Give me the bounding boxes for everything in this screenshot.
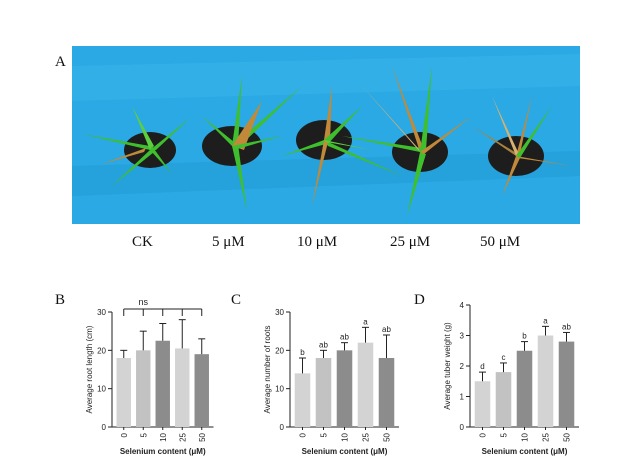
- y-tick-label: 30: [275, 308, 284, 317]
- x-axis-label: Selenium content (μM): [120, 447, 206, 456]
- y-axis-label: Average tuber weight (g): [443, 322, 452, 410]
- significance-letter: ab: [382, 325, 391, 334]
- significance-letter: c: [502, 353, 506, 362]
- x-tick-label: 50: [383, 432, 392, 441]
- x-tick-label: 0: [299, 432, 308, 437]
- photo-label-5um: 5 μM: [212, 234, 245, 250]
- photo-label-50um: 50 μM: [480, 234, 521, 250]
- bar: [336, 350, 353, 427]
- significance-letter: ab: [340, 333, 349, 342]
- y-tick-label: 2: [460, 362, 465, 371]
- panel-a-letter: A: [55, 54, 66, 70]
- x-tick-label: 10: [341, 432, 350, 441]
- x-tick-label: 10: [521, 432, 530, 441]
- y-axis-label: Average number of roots: [263, 326, 272, 414]
- photo-label-ck: CK: [132, 234, 153, 250]
- bar: [116, 358, 131, 427]
- significance-letter: d: [480, 362, 484, 371]
- photo-label-10um: 10 μM: [297, 234, 338, 250]
- x-tick-label: 0: [479, 432, 488, 437]
- plant-50um: [472, 96, 572, 196]
- significance-letter: ab: [319, 340, 328, 349]
- y-tick-label: 20: [97, 346, 106, 355]
- y-tick-label: 0: [102, 423, 107, 432]
- bar: [175, 348, 190, 427]
- plant-10um: [282, 86, 402, 206]
- x-tick-label: 10: [159, 432, 168, 441]
- y-tick-label: 3: [460, 332, 465, 341]
- bar: [136, 350, 151, 427]
- y-tick-label: 4: [460, 301, 465, 310]
- bar: [155, 340, 170, 427]
- bar: [474, 381, 491, 427]
- x-tick-label: 25: [178, 432, 187, 441]
- y-tick-label: 30: [97, 308, 106, 317]
- bar: [357, 342, 374, 427]
- y-tick-label: 1: [460, 393, 465, 402]
- bar: [537, 335, 554, 427]
- significance-letter: b: [522, 332, 527, 341]
- x-tick-label: 5: [320, 432, 329, 437]
- plant-ck: [82, 106, 190, 186]
- photo-label-25um: 25 μM: [390, 234, 431, 250]
- y-tick-label: 20: [275, 346, 284, 355]
- bar: [294, 373, 311, 427]
- x-tick-label: 0: [120, 432, 129, 437]
- significance-letter: b: [300, 348, 305, 357]
- y-axis-label: Average root length (cm): [85, 325, 94, 413]
- x-tick-label: 5: [139, 432, 148, 437]
- x-tick-label: 5: [500, 432, 509, 437]
- x-axis-label: Selenium content (μM): [482, 447, 568, 456]
- y-tick-label: 0: [460, 423, 465, 432]
- ns-annotation: ns: [138, 297, 148, 307]
- panel-d-letter: D: [414, 292, 425, 308]
- plant-25um: [342, 66, 472, 216]
- bar: [315, 358, 332, 427]
- significance-letter: a: [363, 317, 368, 326]
- panel-b-letter: B: [55, 292, 66, 308]
- y-tick-label: 10: [97, 385, 106, 394]
- bar: [495, 372, 512, 427]
- x-tick-label: 50: [563, 432, 572, 441]
- bar: [194, 354, 209, 427]
- plant-photo: [72, 46, 580, 224]
- plant-5um: [202, 76, 302, 211]
- significance-letter: a: [543, 316, 548, 325]
- x-axis-label: Selenium content (μM): [302, 447, 388, 456]
- y-tick-label: 10: [275, 385, 284, 394]
- chart-tuber-weight: 0 1 2 3 4 Average tuber weight (g) d 0 c 5 b 10 a 25 a…: [443, 301, 579, 456]
- bar: [378, 358, 395, 427]
- panel-c-letter: C: [231, 292, 242, 308]
- bar: [516, 350, 533, 427]
- significance-letter: ab: [562, 322, 571, 331]
- bar: [558, 341, 575, 427]
- y-tick-label: 0: [280, 423, 285, 432]
- x-tick-label: 25: [542, 432, 551, 441]
- x-tick-label: 25: [362, 432, 371, 441]
- x-tick-label: 50: [198, 432, 207, 441]
